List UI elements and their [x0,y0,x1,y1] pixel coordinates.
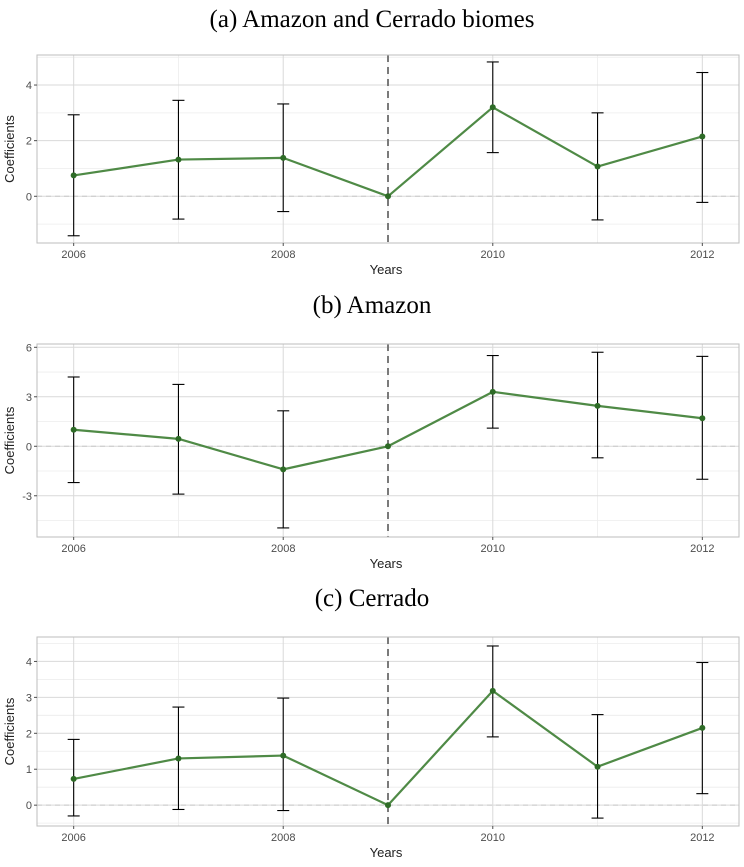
y-tick-label: 3 [26,392,32,404]
x-tick-label: 2010 [481,249,505,261]
data-point [489,687,496,694]
x-axis-label: Years [370,556,403,571]
plot-border [36,54,740,244]
y-tick-label: 2 [26,136,32,148]
chart-title: (c) Cerrado [314,585,430,612]
plot-border [36,343,740,538]
chart-b: -3 0 3 6 2006 2008 2010 2012 Years Coefficients [2,342,740,571]
data-point [489,104,496,111]
data-point [175,156,182,163]
chart-title: (b) Amazon [312,292,432,319]
data-point [280,466,287,473]
y-axis-label: Coefficients [2,115,17,183]
data-point [699,415,706,422]
data-point [70,775,77,782]
y-tick-label: 1 [26,764,32,776]
data-point [70,426,77,433]
data-point [385,193,391,200]
x-tick-label: 2006 [61,832,85,844]
y-tick-label: 0 [26,800,32,812]
chart-title: (a) Amazon and Cerrado biomes [209,6,535,33]
y-tick-label: 0 [26,191,32,203]
x-tick-label: 2008 [271,543,295,555]
data-point [280,154,287,161]
data-point [280,752,287,759]
plot-border [36,636,740,827]
data-point [699,133,706,140]
data-point [594,402,601,409]
x-tick-label: 2010 [481,543,505,555]
x-tick-label: 2012 [690,543,714,555]
x-tick-label: 2006 [61,543,85,555]
y-tick-label: 0 [26,441,32,453]
data-point [594,163,601,170]
data-point [175,435,182,442]
data-point [70,172,77,179]
x-tick-label: 2006 [61,249,85,261]
data-point [594,763,601,770]
x-axis-label: Years [370,845,403,860]
x-tick-label: 2008 [271,832,295,844]
y-tick-label: 4 [26,656,32,668]
y-tick-label: 4 [26,80,32,92]
x-axis-label: Years [370,262,403,277]
x-tick-label: 2008 [271,249,295,261]
y-tick-label: 6 [26,342,32,354]
chart-a: 0 2 4 2006 2008 2010 2012 Years Coefficients [2,54,740,277]
y-axis-label: Coefficients [2,697,17,765]
data-point [175,755,182,762]
x-tick-label: 2012 [690,249,714,261]
data-point [699,724,706,731]
data-point [385,443,391,450]
y-tick-label: 3 [26,692,32,704]
x-tick-label: 2010 [481,832,505,844]
x-tick-label: 2012 [690,832,714,844]
chart-c: 0 1 2 3 4 2006 2008 2010 2012 Years Coefficients [2,636,740,860]
y-tick-label: 2 [26,728,32,740]
y-tick-label: -3 [22,491,32,503]
data-point [385,802,391,809]
data-point [489,388,496,395]
y-axis-label: Coefficients [2,406,17,474]
